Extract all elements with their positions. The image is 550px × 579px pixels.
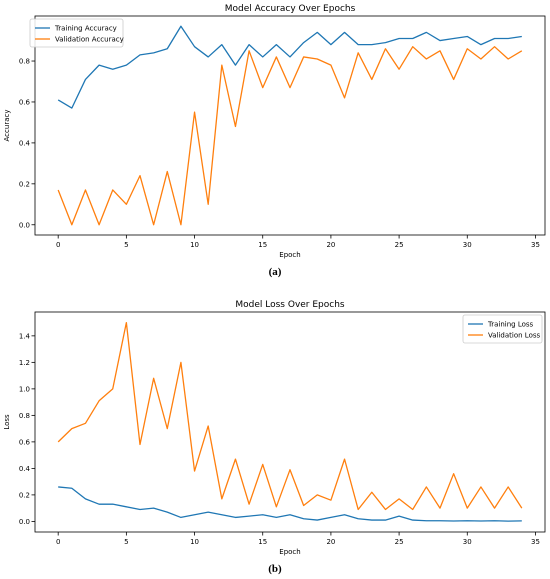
series-line-training	[58, 486, 522, 522]
x-tick-label: 0	[56, 241, 60, 249]
x-tick-label: 15	[258, 538, 267, 546]
y-tick-label: 1.2	[19, 359, 30, 367]
y-tick-label: 0.6	[19, 98, 31, 106]
legend-box	[29, 18, 124, 48]
y-tick-label: 1.4	[19, 332, 31, 340]
caption-b: (b)	[268, 563, 282, 575]
legend-label: Training Accuracy	[54, 25, 117, 33]
x-tick-label: 5	[124, 538, 128, 546]
caption-a: (a)	[268, 266, 282, 278]
legend-label: Validation Accuracy	[55, 36, 124, 44]
y-tick-label: 0.4	[19, 465, 31, 473]
x-axis-label: Epoch	[279, 548, 300, 556]
series-line-training	[57, 25, 522, 109]
x-tick-label: 35	[531, 538, 540, 546]
series-line-validation	[57, 321, 523, 511]
legend-label: Validation Loss	[488, 332, 540, 340]
x-tick-label: 30	[463, 538, 472, 546]
y-axis-label: Loss	[3, 414, 11, 430]
x-tick-label: 25	[395, 241, 404, 249]
x-tick-label: 15	[258, 241, 267, 249]
accuracy-chart: Model Accuracy Over Epochs 0 5 10 15 20 25 30 35…	[3, 4, 546, 259]
x-tick-label: 30	[463, 241, 472, 249]
x-tick-label: 10	[190, 538, 199, 546]
plot-frame	[34, 15, 546, 236]
y-tick-label: 0.2	[19, 180, 30, 188]
legend-label: Training Loss	[487, 321, 534, 329]
chart-title: Model Loss Over Epochs	[235, 300, 345, 310]
y-tick-label: 0.2	[19, 491, 30, 499]
x-tick-label: 5	[124, 241, 128, 249]
x-tick-label: 20	[326, 241, 335, 249]
y-tick-label: 0.4	[19, 139, 31, 147]
x-tick-label: 10	[190, 241, 199, 249]
legend-box	[462, 314, 543, 344]
series-line-validation	[57, 46, 523, 226]
legend: Training Accuracy Validation Accuracy	[29, 18, 124, 48]
x-axis-label: Epoch	[279, 251, 300, 259]
x-tick-label: 35	[531, 241, 540, 249]
x-tick-label: 0	[56, 538, 60, 546]
x-tick-label: 20	[326, 538, 335, 546]
x-tick-label: 25	[395, 538, 404, 546]
plot-frame	[34, 311, 546, 533]
y-tick-label: 0.6	[19, 438, 31, 446]
y-tick-label: 1.0	[19, 385, 30, 393]
y-tick-label: 0.0	[19, 518, 30, 526]
y-axis-label: Accuracy	[3, 110, 11, 142]
chart-title: Model Accuracy Over Epochs	[225, 4, 356, 14]
y-tick-label: 0.8	[19, 58, 30, 66]
legend: Training Loss Validation Loss	[462, 314, 543, 344]
y-tick-label: 0.0	[19, 221, 30, 229]
loss-chart: Model Loss Over Epochs 0 5 10 15 20 25 30 35 0.0 0…	[3, 300, 546, 556]
y-tick-label: 0.8	[19, 412, 30, 420]
